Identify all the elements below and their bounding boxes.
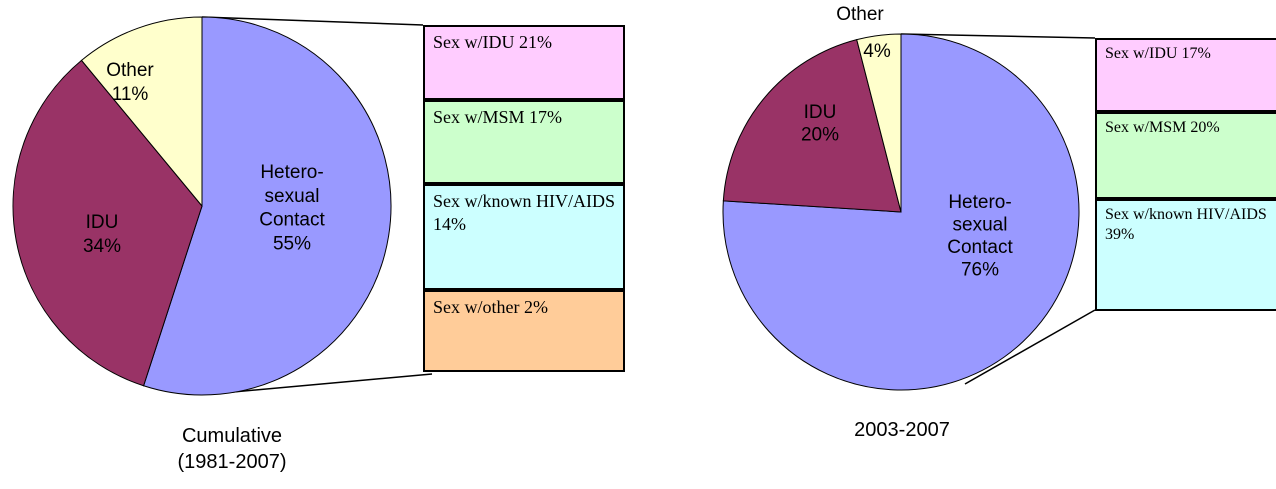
slice-label: Hetero-sexual Contact [947,192,1013,258]
connector-line [201,16,424,26]
breakdown-value: 21% [519,32,552,52]
breakdown-value: 14% [433,213,466,234]
pie-slice [722,33,1080,391]
slice-value-label: 76% [961,260,999,281]
slice-label: IDU [804,102,837,123]
breakdown-value: 17% [1181,45,1211,62]
slice-label: IDU [86,212,119,233]
pie-slice [722,38,902,213]
slice-value-label: 11% [112,84,149,105]
slice-label: Hetero-sexual Contact [259,162,325,231]
breakdown-box: Sex w/IDU 21% [423,25,625,100]
breakdown-value: 20% [1190,119,1220,136]
slice-label-line: Hetero- [260,162,323,183]
slice-value-label: 4% [863,41,891,62]
pie-slice [80,16,203,208]
slice-label: Other [836,4,884,25]
slice-label-line: sexual [953,215,1008,236]
breakdown-label: Sex w/MSM [433,107,525,127]
breakdown-label: Sex w/known HIV/AIDS [1105,206,1267,223]
slice-label-line: IDU [804,102,837,123]
breakdown-box: Sex w/MSM 20% [1095,112,1276,199]
slice-value-label: 34% [83,236,121,257]
breakdown-label: Sex w/known HIV/AIDS [433,191,615,211]
connector-line [221,373,433,394]
breakdown-box: Sex w/known HIV/AIDS 14% [423,184,625,290]
breakdown-box: Sex w/IDU 17% [1095,38,1276,112]
breakdown-value: 17% [529,107,563,127]
breakdown-label: Sex w/other [433,297,520,317]
breakdown-value: 2% [523,297,548,317]
pie-slice [142,16,392,396]
breakdown-box: Sex w/other 2% [423,290,625,372]
slice-label-line: IDU [86,212,119,233]
breakdown-value: 39% [1105,226,1135,243]
connector-line [900,33,1096,39]
slice-label-line: Contact [259,210,325,231]
breakdown-box: Sex w/MSM 17% [423,100,625,184]
slice-value-label: 20% [801,125,839,146]
chart-title: Cumulative [182,425,282,447]
pie-slice [856,33,902,213]
pie-slice [12,59,203,387]
breakdown-label: Sex w/IDU [433,32,515,52]
slice-value-label: 55% [273,233,311,254]
breakdown-label: Sex w/MSM [1105,119,1187,136]
breakdown-box: Sex w/known HIV/AIDS 39% [1095,199,1276,311]
slice-label-line: Contact [947,237,1013,258]
chart-title: (1981-2007) [178,451,287,473]
slice-label-line: Other [106,60,154,81]
slice-label-line: sexual [265,186,320,207]
breakdown-label: Sex w/IDU [1105,45,1178,62]
slice-label-line: Hetero- [948,192,1011,213]
slice-label: Other [106,60,154,81]
connector-line [964,309,1096,385]
chart-title: 2003-2007 [854,419,950,441]
